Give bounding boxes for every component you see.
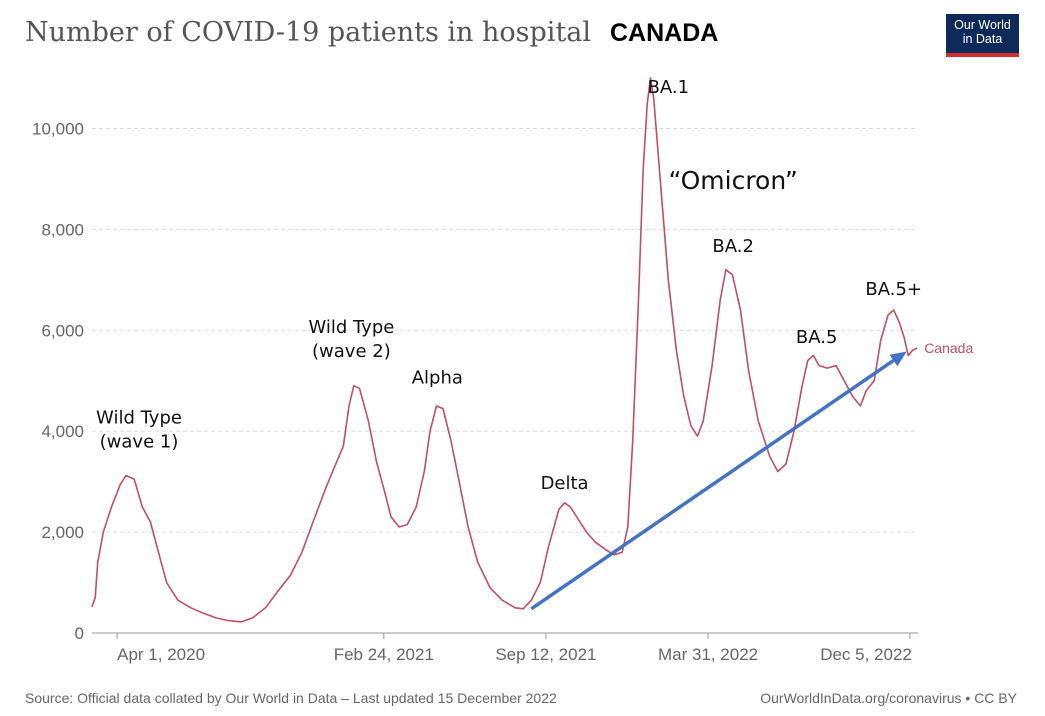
trend-arrow — [530, 351, 907, 611]
trend-arrow-head — [889, 351, 907, 367]
logo-text-line2: in Data — [962, 32, 1003, 46]
annotation-label: (wave 1) — [100, 432, 179, 453]
y-axis-ticks: 0 2,000 4,000 6,000 8,000 10,000 — [32, 119, 84, 643]
y-tick-label: 4,000 — [41, 422, 84, 441]
annotation-label: BA.5+ — [865, 279, 922, 300]
x-tick-label: Mar 31, 2022 — [658, 645, 758, 664]
y-tick-label: 8,000 — [41, 220, 84, 239]
owid-logo[interactable]: Our World in Data — [946, 14, 1019, 57]
y-tick-label: 2,000 — [41, 523, 84, 542]
logo-text-line1: Our World — [954, 18, 1011, 32]
annotation-label: (wave 2) — [312, 341, 391, 362]
gridlines — [92, 127, 918, 533]
country-heading: CANADA — [610, 19, 718, 47]
series-label-canada: Canada — [924, 340, 973, 356]
annotation-label: Delta — [541, 473, 589, 494]
annotation-label: Wild Type — [96, 408, 182, 429]
chart-title: Number of COVID-19 patients in hospital — [25, 17, 591, 48]
annotation-label: BA.5 — [796, 327, 838, 348]
x-tick-label: Dec 5, 2022 — [820, 645, 912, 664]
series-line-canada — [91, 77, 918, 623]
y-tick-label: 6,000 — [41, 321, 84, 340]
trend-arrow-shaft — [530, 359, 895, 611]
annotation-label: Wild Type — [308, 317, 394, 338]
annotation-label: Alpha — [412, 367, 463, 388]
annotations: Wild Type (wave 1) Wild Type (wave 2) Alpha D… — [96, 77, 922, 494]
x-tick-label: Apr 1, 2020 — [117, 645, 205, 664]
source-note: Source: Official data collated by Our Wo… — [25, 690, 557, 706]
x-axis: Apr 1, 2020 Feb 24, 2021 Sep 12, 2021 Mar 3… — [92, 632, 918, 664]
x-tick-label: Sep 12, 2021 — [495, 645, 596, 664]
y-tick-label: 0 — [75, 624, 84, 643]
annotation-label: “Omicron” — [669, 166, 798, 195]
y-tick-label: 10,000 — [32, 119, 84, 138]
annotation-label: BA.1 — [648, 77, 690, 98]
x-tick-label: Feb 24, 2021 — [334, 645, 434, 664]
license-note: OurWorldInData.org/coronavirus • CC BY — [760, 690, 1017, 706]
annotation-label: BA.2 — [712, 236, 754, 257]
